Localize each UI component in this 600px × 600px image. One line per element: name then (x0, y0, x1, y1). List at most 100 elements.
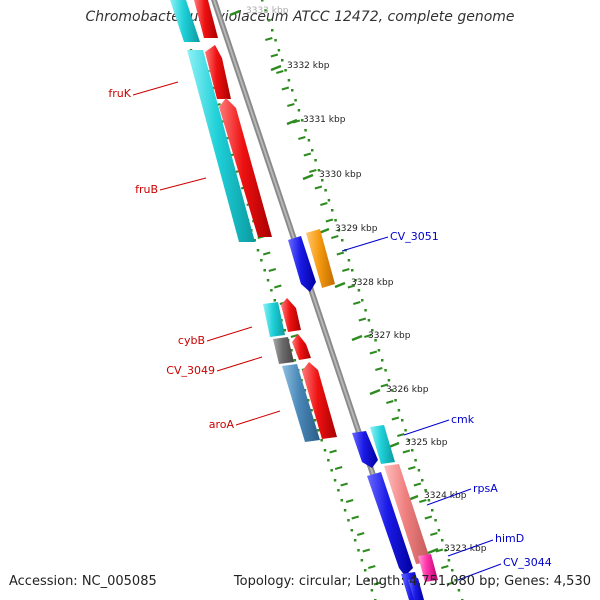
left-guide-dot (337, 489, 340, 492)
gene-fruB[interactable] (219, 98, 272, 237)
gene-label-fruB[interactable]: fruB (135, 183, 158, 196)
left-guide-dot (363, 569, 367, 572)
minor-tick (303, 152, 312, 157)
minor-tick (347, 284, 356, 289)
kbp-tick (351, 334, 363, 342)
gene-label-cmk[interactable]: cmk (451, 413, 475, 426)
minor-tick (351, 515, 359, 520)
left-guide-dot (330, 469, 333, 472)
minor-tick (340, 482, 348, 487)
minor-tick (386, 400, 394, 404)
right-guide-dot (387, 379, 391, 382)
kbp-tick (302, 173, 314, 181)
leader-line-fruB (159, 177, 207, 191)
minor-tick (397, 433, 405, 437)
minor-tick (262, 251, 271, 256)
right-guide-dot (394, 399, 397, 402)
left-guide-dot (340, 499, 343, 502)
minor-tick (369, 350, 378, 355)
accession-label: Accession: NC_005085 (9, 574, 157, 589)
left-guide-dot (263, 269, 266, 272)
gene-fruK[interactable] (187, 50, 255, 242)
left-guide-dot (317, 429, 320, 432)
gene-CV_3049[interactable] (273, 337, 294, 364)
leader-line-rpsA (426, 488, 472, 506)
left-guide-dot (270, 289, 273, 292)
left-guide-dot (360, 559, 364, 562)
right-guide-dot (297, 109, 301, 112)
gene-label-fruK[interactable]: fruK (108, 87, 131, 100)
gene-label-CV_3049[interactable]: CV_3049 (166, 364, 215, 377)
right-guide-dot (361, 299, 364, 302)
gene-label-CV_3044[interactable]: CV_3044 (503, 556, 552, 569)
right-guide-dot (374, 339, 377, 342)
minor-tick (402, 449, 411, 454)
minor-tick (268, 268, 277, 272)
right-guide-dot (414, 459, 417, 462)
leader-line-CV_3044 (457, 563, 502, 581)
left-guide-dot (307, 399, 310, 402)
right-guide-dot (434, 519, 437, 522)
right-guide-dot (437, 529, 441, 532)
minor-tick (358, 317, 367, 322)
gene-label-rpsA[interactable]: rpsA (473, 482, 498, 495)
gene-cybB[interactable] (263, 302, 285, 337)
left-guide-dot (357, 549, 360, 552)
kbp-label: 3333 kbp (246, 6, 289, 16)
left-guide-dot (283, 329, 287, 332)
right-guide-dot (281, 59, 284, 62)
kbp-label: 3326 kbp (386, 385, 429, 395)
right-guide-dot (417, 469, 421, 472)
right-guide-dot (261, 0, 264, 2)
minor-tick (419, 499, 427, 503)
gene-blue-cmk-adjacent[interactable] (352, 431, 378, 468)
leader-line-cmk (403, 419, 450, 436)
kbp-tick (369, 388, 381, 396)
right-guide-dot (337, 229, 341, 232)
gene-red-cybB-adjacent[interactable] (281, 298, 301, 332)
minor-tick (424, 515, 433, 520)
gene-rpsA[interactable] (384, 464, 431, 564)
gene-label-cybB[interactable]: cybB (178, 334, 205, 347)
minor-tick (329, 449, 337, 454)
gene-label-himD[interactable]: himD (495, 532, 524, 545)
minor-tick (435, 548, 444, 553)
gene-himD[interactable] (418, 554, 438, 582)
kbp-tick (427, 547, 439, 555)
left-guide-dot (256, 249, 260, 252)
right-guide-dot (307, 139, 311, 142)
minor-tick (325, 218, 334, 223)
left-guide-dot (350, 529, 354, 532)
minor-tick (287, 103, 295, 107)
left-guide-dot (367, 579, 370, 582)
right-guide-dot (287, 79, 291, 82)
gene-blue-bottom (408, 578, 424, 600)
minor-tick (391, 416, 400, 421)
leader-line-aroA (235, 410, 281, 426)
left-guide-dot (253, 239, 256, 242)
gene-blue-rpsA-adjacent[interactable] (367, 472, 413, 576)
minor-tick (265, 37, 273, 41)
right-guide-dot (377, 349, 381, 352)
gene-cmk[interactable] (370, 425, 395, 464)
gene-label-aroA[interactable]: aroA (209, 418, 235, 431)
left-guide-dot (310, 409, 313, 412)
kbp-label: 3324 kbp (424, 491, 467, 501)
gene-label-CV_3051[interactable]: CV_3051 (390, 230, 439, 243)
right-guide-dot (454, 579, 457, 582)
kbp-tick (270, 64, 282, 72)
gene-blue-cv3051[interactable] (288, 236, 316, 292)
gene-aroA[interactable] (282, 364, 320, 442)
minor-tick (380, 383, 389, 388)
right-guide-dot (311, 149, 314, 152)
minor-tick (320, 202, 328, 206)
gene-red-fruK-adjacent[interactable] (205, 45, 231, 99)
right-guide-dot (441, 539, 444, 542)
kbp-label: 3325 kbp (405, 438, 448, 448)
gene-red-CV_3049-adjacent[interactable] (292, 334, 311, 360)
left-guide-dot (313, 419, 317, 422)
minor-tick (446, 581, 455, 586)
right-guide-dot (457, 589, 461, 592)
gene-red-aroA-adjacent[interactable] (302, 362, 337, 439)
gene-CV_3051[interactable] (306, 229, 335, 288)
